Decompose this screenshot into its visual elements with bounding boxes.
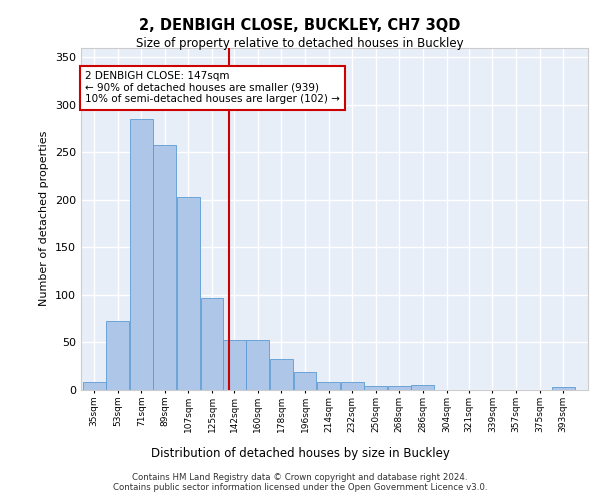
Bar — [83, 382, 106, 390]
Text: 2, DENBIGH CLOSE, BUCKLEY, CH7 3QD: 2, DENBIGH CLOSE, BUCKLEY, CH7 3QD — [139, 18, 461, 32]
Bar — [154, 144, 176, 390]
Bar — [388, 386, 411, 390]
Bar — [412, 385, 434, 390]
Bar — [200, 298, 223, 390]
Bar — [177, 197, 200, 390]
Y-axis label: Number of detached properties: Number of detached properties — [40, 131, 49, 306]
Bar — [130, 119, 153, 390]
Bar — [223, 340, 246, 390]
Bar — [341, 382, 364, 390]
Bar — [270, 358, 293, 390]
Text: Contains public sector information licensed under the Open Government Licence v3: Contains public sector information licen… — [113, 484, 487, 492]
Bar — [293, 372, 316, 390]
Text: Size of property relative to detached houses in Buckley: Size of property relative to detached ho… — [136, 38, 464, 51]
Bar — [317, 382, 340, 390]
Bar — [551, 387, 575, 390]
Bar — [364, 386, 387, 390]
Bar — [247, 340, 269, 390]
Bar — [106, 320, 129, 390]
Text: Contains HM Land Registry data © Crown copyright and database right 2024.: Contains HM Land Registry data © Crown c… — [132, 472, 468, 482]
Text: Distribution of detached houses by size in Buckley: Distribution of detached houses by size … — [151, 448, 449, 460]
Text: 2 DENBIGH CLOSE: 147sqm
← 90% of detached houses are smaller (939)
10% of semi-d: 2 DENBIGH CLOSE: 147sqm ← 90% of detache… — [85, 72, 340, 104]
